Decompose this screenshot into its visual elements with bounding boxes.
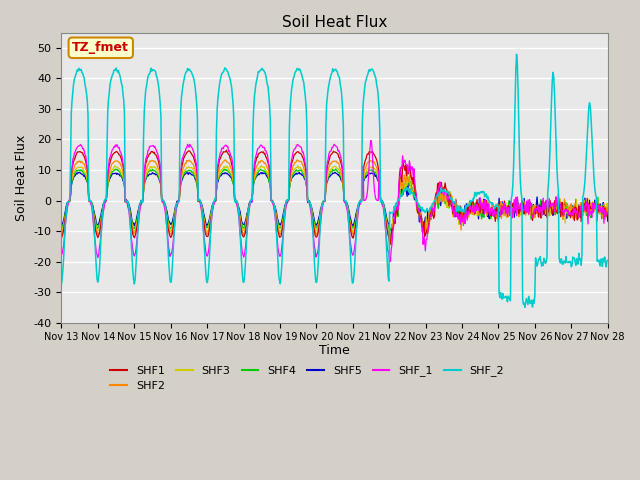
SHF3: [58, 228, 65, 233]
Title: Soil Heat Flux: Soil Heat Flux: [282, 15, 387, 30]
Line: SHF5: SHF5: [61, 172, 608, 233]
SHF3: [67, 181, 75, 187]
SHF4: [208, 205, 216, 211]
SHF_1: [419, 225, 426, 230]
SHF_2: [67, 110, 75, 116]
SHF4: [124, 199, 131, 204]
SHF_1: [179, 154, 187, 159]
Line: SHF4: SHF4: [61, 169, 608, 236]
SHF_2: [208, 210, 216, 216]
SHF5: [388, 230, 396, 236]
SHF2: [387, 242, 395, 248]
SHF1: [179, 158, 187, 164]
SHF4: [58, 226, 65, 231]
SHF4: [67, 182, 75, 188]
SHF2: [221, 157, 229, 163]
SHF2: [403, 175, 410, 181]
SHF_1: [403, 162, 410, 168]
SHF3: [604, 208, 612, 214]
SHF_2: [179, 82, 187, 88]
Text: TZ_fmet: TZ_fmet: [72, 41, 129, 54]
SHF4: [422, 233, 429, 239]
Line: SHF3: SHF3: [61, 166, 608, 238]
SHF1: [403, 173, 410, 179]
SHF_2: [604, 257, 612, 263]
SHF5: [67, 183, 75, 189]
Line: SHF1: SHF1: [61, 150, 608, 244]
SHF5: [370, 169, 378, 175]
SHF5: [124, 199, 131, 204]
SHF_1: [604, 209, 612, 215]
SHF_2: [124, 200, 131, 205]
SHF4: [418, 219, 426, 225]
SHF_1: [387, 259, 394, 264]
X-axis label: Time: Time: [319, 344, 350, 357]
SHF2: [124, 199, 131, 205]
Line: SHF_1: SHF_1: [61, 141, 608, 262]
Y-axis label: Soil Heat Flux: Soil Heat Flux: [15, 134, 28, 221]
SHF5: [179, 175, 187, 181]
SHF_2: [401, 188, 409, 194]
SHF3: [403, 175, 410, 180]
SHF2: [208, 210, 216, 216]
SHF1: [58, 235, 65, 241]
SHF1: [67, 173, 75, 179]
Line: SHF_2: SHF_2: [61, 54, 608, 307]
SHF2: [604, 207, 612, 213]
SHF3: [387, 235, 394, 240]
SHF1: [604, 210, 612, 216]
SHF5: [403, 189, 410, 194]
SHF5: [419, 218, 426, 224]
Legend: SHF1, SHF2, SHF3, SHF4, SHF5, SHF_1, SHF_2: SHF1, SHF2, SHF3, SHF4, SHF5, SHF_1, SHF…: [106, 361, 509, 396]
SHF4: [402, 188, 410, 193]
SHF_2: [58, 281, 65, 287]
SHF_1: [67, 169, 75, 175]
SHF1: [223, 147, 230, 153]
SHF1: [208, 212, 216, 217]
SHF3: [179, 171, 187, 177]
SHF_1: [124, 202, 131, 207]
SHF5: [604, 218, 612, 224]
SHF2: [419, 218, 426, 224]
SHF3: [257, 163, 265, 168]
SHF_1: [58, 252, 65, 258]
SHF1: [419, 229, 426, 235]
SHF4: [332, 166, 340, 172]
SHF3: [124, 201, 131, 207]
SHF_2: [417, 204, 425, 210]
SHF_2: [513, 51, 520, 57]
SHF3: [208, 207, 216, 213]
SHF1: [124, 201, 131, 207]
SHF4: [604, 209, 612, 215]
SHF2: [179, 165, 187, 171]
SHF2: [67, 178, 75, 183]
SHF5: [58, 223, 65, 228]
SHF_1: [208, 214, 216, 220]
SHF1: [386, 241, 394, 247]
SHF5: [208, 204, 216, 210]
SHF4: [179, 173, 187, 179]
SHF_2: [521, 304, 529, 310]
SHF3: [419, 219, 426, 225]
SHF2: [58, 232, 65, 238]
SHF_1: [367, 138, 374, 144]
Line: SHF2: SHF2: [61, 160, 608, 245]
